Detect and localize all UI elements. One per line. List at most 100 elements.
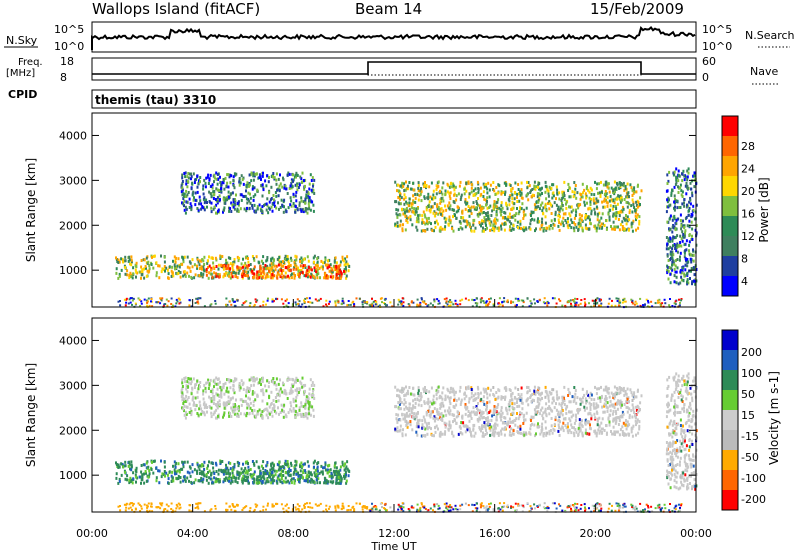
power-cell bbox=[415, 207, 418, 211]
power-cell bbox=[183, 255, 186, 259]
velocity-cell bbox=[618, 391, 621, 395]
power-cell bbox=[127, 302, 130, 305]
power-cell bbox=[689, 181, 692, 185]
velocity-cell bbox=[340, 479, 343, 483]
velocity-cell bbox=[227, 400, 230, 404]
velocity-cell bbox=[135, 475, 138, 479]
velocity-cell bbox=[310, 384, 313, 387]
velocity-cell bbox=[243, 412, 246, 416]
power-cell bbox=[675, 249, 678, 253]
velocity-cell bbox=[428, 425, 431, 429]
velocity-cell bbox=[581, 387, 584, 391]
power-cell bbox=[614, 304, 617, 307]
power-cell bbox=[196, 174, 199, 178]
velocity-cell bbox=[176, 477, 179, 481]
power-cell bbox=[412, 301, 415, 304]
power-cell bbox=[403, 210, 406, 214]
power-cell bbox=[412, 181, 415, 185]
velocity-cell bbox=[494, 430, 497, 434]
power-cell bbox=[198, 263, 201, 267]
power-cell bbox=[530, 214, 532, 217]
power-cell bbox=[499, 208, 502, 212]
power-cell bbox=[173, 263, 176, 267]
power-cell bbox=[174, 305, 177, 308]
power-cell bbox=[237, 271, 240, 275]
power-cell bbox=[570, 218, 573, 222]
power-cell bbox=[252, 174, 255, 178]
velocity-cell bbox=[483, 423, 486, 427]
velocity-cell bbox=[284, 389, 287, 393]
power-cell bbox=[292, 179, 294, 183]
power-cell bbox=[520, 207, 523, 211]
power-cell bbox=[211, 275, 214, 279]
power-cell bbox=[596, 218, 599, 222]
power-cell bbox=[464, 198, 467, 201]
power-cell bbox=[189, 269, 192, 273]
power-cell bbox=[675, 175, 678, 179]
power-cell bbox=[579, 216, 582, 220]
power-cell bbox=[246, 265, 249, 269]
power-cell bbox=[513, 191, 516, 194]
power-cell bbox=[437, 205, 440, 209]
power-cell bbox=[473, 218, 476, 222]
power-cell bbox=[229, 256, 232, 260]
velocity-cell bbox=[138, 475, 141, 479]
power-cell bbox=[126, 273, 129, 277]
power-cell bbox=[631, 188, 634, 192]
power-cell bbox=[518, 299, 520, 302]
power-cell bbox=[297, 269, 300, 273]
power-cell bbox=[255, 273, 258, 277]
power-cell bbox=[539, 193, 542, 197]
velocity-cell bbox=[253, 463, 256, 467]
velocity-cell bbox=[218, 393, 221, 397]
power-cell bbox=[328, 269, 331, 273]
velocity-cell bbox=[336, 474, 339, 478]
power-cell bbox=[118, 260, 121, 264]
power-cell bbox=[624, 300, 627, 303]
velocity-cell bbox=[429, 412, 432, 416]
power-cell bbox=[366, 302, 368, 305]
velocity-cell bbox=[275, 479, 278, 483]
power-cell bbox=[203, 196, 206, 200]
power-cell bbox=[233, 207, 236, 211]
power-cell bbox=[414, 192, 417, 196]
power-cell bbox=[685, 272, 688, 276]
velocity-cell bbox=[285, 480, 288, 484]
power-cell bbox=[514, 218, 517, 222]
power-cell bbox=[215, 177, 218, 181]
power-cell bbox=[672, 259, 675, 263]
velocity-cell bbox=[344, 462, 347, 466]
velocity-cell bbox=[280, 474, 283, 478]
power-cell bbox=[395, 208, 398, 212]
power-cell bbox=[683, 198, 686, 202]
power-cell bbox=[512, 215, 515, 219]
power-cell bbox=[483, 301, 486, 304]
velocity-cell bbox=[409, 420, 412, 423]
power-cell bbox=[364, 301, 367, 304]
power-cell bbox=[415, 225, 418, 229]
power-cell bbox=[693, 171, 696, 175]
power-cell bbox=[153, 254, 156, 258]
velocity-cell bbox=[140, 478, 143, 482]
power-cell bbox=[420, 297, 423, 300]
power-cell bbox=[491, 227, 494, 230]
power-cell bbox=[303, 299, 305, 302]
power-cell bbox=[215, 265, 218, 268]
power-cell bbox=[568, 223, 571, 227]
power-cell bbox=[203, 206, 206, 210]
power-cell bbox=[626, 201, 629, 205]
power-cell bbox=[137, 297, 140, 300]
power-cell bbox=[684, 268, 687, 272]
power-cell bbox=[267, 211, 270, 215]
velocity-cell bbox=[345, 473, 347, 477]
velocity-cell bbox=[230, 397, 233, 401]
power-cell bbox=[553, 201, 556, 205]
velocity-cell bbox=[316, 469, 319, 473]
power-cell bbox=[441, 192, 444, 196]
power-cell bbox=[681, 230, 684, 234]
velocity-cell bbox=[616, 430, 619, 434]
power-cell bbox=[494, 193, 497, 196]
power-cell bbox=[293, 274, 296, 278]
power-cell bbox=[160, 299, 163, 302]
power-cell bbox=[242, 265, 244, 269]
